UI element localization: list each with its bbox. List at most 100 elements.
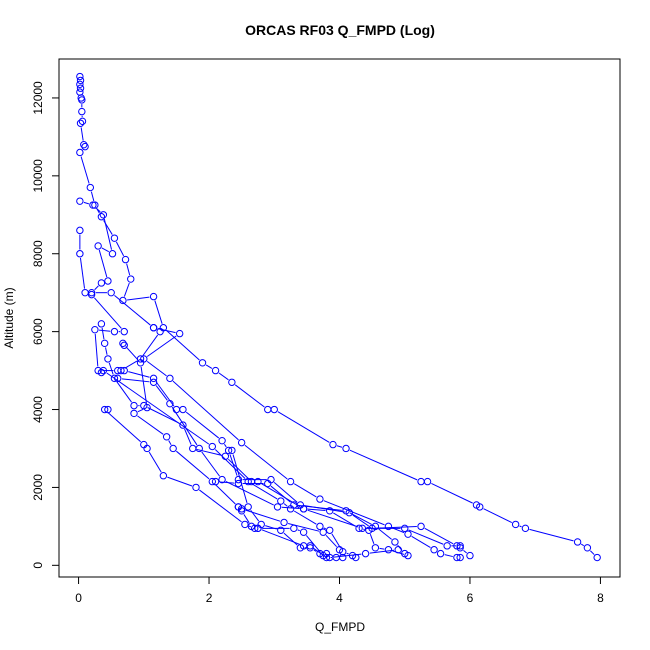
data-point: [120, 366, 128, 375]
series-line-segment: [166, 330, 200, 361]
series-line-segment: [80, 127, 84, 141]
data-series: [97, 320, 412, 560]
data-series: [76, 72, 601, 562]
series-line-segment: [137, 408, 144, 413]
series-line-segment: [297, 504, 342, 511]
series-line-segment: [124, 360, 138, 369]
data-point: [110, 234, 119, 242]
series-line-segment: [185, 411, 220, 439]
data-point: [296, 544, 305, 552]
data-point: [436, 549, 445, 558]
series-line-segment: [411, 535, 431, 549]
series-line-segment: [397, 544, 403, 551]
data-point: [78, 107, 86, 116]
series-line-segment: [281, 506, 300, 510]
data-point: [443, 542, 451, 550]
data-point: [119, 339, 127, 348]
series-line-segment: [251, 483, 278, 500]
y-tick-label: 0: [31, 562, 45, 569]
data-point: [371, 544, 380, 552]
series-line-segment: [146, 361, 167, 377]
series-line-segment: [125, 346, 139, 361]
series-line-segment: [293, 510, 317, 525]
series-line-segment: [94, 297, 122, 329]
series-line-segment: [115, 241, 125, 257]
data-point: [326, 507, 334, 515]
data-point: [117, 366, 125, 375]
series-line-segment: [148, 451, 162, 473]
series-line-segment: [234, 384, 265, 408]
series-line-segment: [483, 508, 513, 524]
data-point: [511, 520, 520, 529]
x-tick-label: 6: [467, 591, 474, 605]
y-tick-label: 12000: [31, 81, 45, 115]
series-line-segment: [171, 406, 198, 446]
series-line-segment: [142, 334, 159, 356]
data-point: [401, 524, 409, 533]
series-line-segment: [140, 366, 147, 404]
data-point: [143, 444, 151, 453]
data-point: [593, 553, 601, 562]
data-point: [371, 522, 380, 531]
data-point: [100, 339, 109, 348]
series-line-segment: [378, 528, 392, 540]
data-point: [97, 320, 106, 328]
data-point: [355, 524, 363, 533]
plot-frame: [58, 58, 621, 578]
chart-title: ORCAS RF03 Q_FMPD (Log): [245, 22, 435, 38]
data-series: [234, 503, 402, 562]
data-point: [244, 477, 252, 486]
series-line-segment: [369, 534, 375, 545]
series-line-segment: [408, 529, 444, 545]
data-point: [228, 378, 236, 386]
series-line-segment: [106, 372, 210, 445]
data-point: [120, 327, 128, 336]
series-line-segment: [293, 483, 317, 498]
series-line-segment: [333, 512, 356, 527]
data-point: [107, 288, 115, 297]
data-point: [218, 436, 226, 445]
data-series: [100, 405, 340, 562]
data-point: [456, 553, 464, 562]
series-line-segment: [232, 454, 248, 503]
series-line-segment: [277, 411, 330, 443]
x-tick-label: 8: [597, 591, 604, 605]
series-line-segment: [228, 458, 249, 480]
data-point: [76, 88, 84, 96]
data-point: [264, 405, 272, 414]
series-line-segment: [431, 482, 473, 504]
data-point: [149, 292, 158, 301]
data-point: [394, 546, 402, 554]
series-line-segment: [101, 327, 105, 340]
series-line-segment: [123, 282, 130, 297]
x-tick-label: 2: [206, 591, 213, 605]
series-line-segment: [245, 509, 281, 522]
data-point: [110, 374, 119, 383]
data-series: [119, 339, 347, 562]
data-point: [91, 325, 99, 334]
data-point: [270, 405, 278, 414]
data-point: [179, 421, 187, 429]
series-line-segment: [108, 362, 114, 375]
series-line-segment: [116, 381, 132, 403]
series-line-segment: [273, 481, 298, 503]
data-point: [97, 213, 106, 221]
y-tick-label: 2000: [31, 474, 45, 501]
data-point: [211, 477, 220, 486]
series-line-segment: [297, 529, 300, 532]
series-line-segment: [305, 535, 321, 553]
data-point: [316, 495, 324, 503]
data-point: [228, 446, 236, 455]
series-line-segment: [336, 445, 343, 448]
series-line-segment: [114, 294, 151, 326]
series-line-segment: [146, 335, 177, 357]
series-line-segment: [346, 552, 349, 555]
series-line-segment: [184, 428, 192, 445]
series-line-segment: [154, 300, 163, 324]
data-point: [80, 140, 88, 149]
data-point: [384, 522, 393, 531]
data-point: [104, 355, 112, 363]
series-line-segment: [270, 485, 291, 503]
series-line-segment: [392, 527, 405, 534]
data-point: [76, 119, 85, 127]
